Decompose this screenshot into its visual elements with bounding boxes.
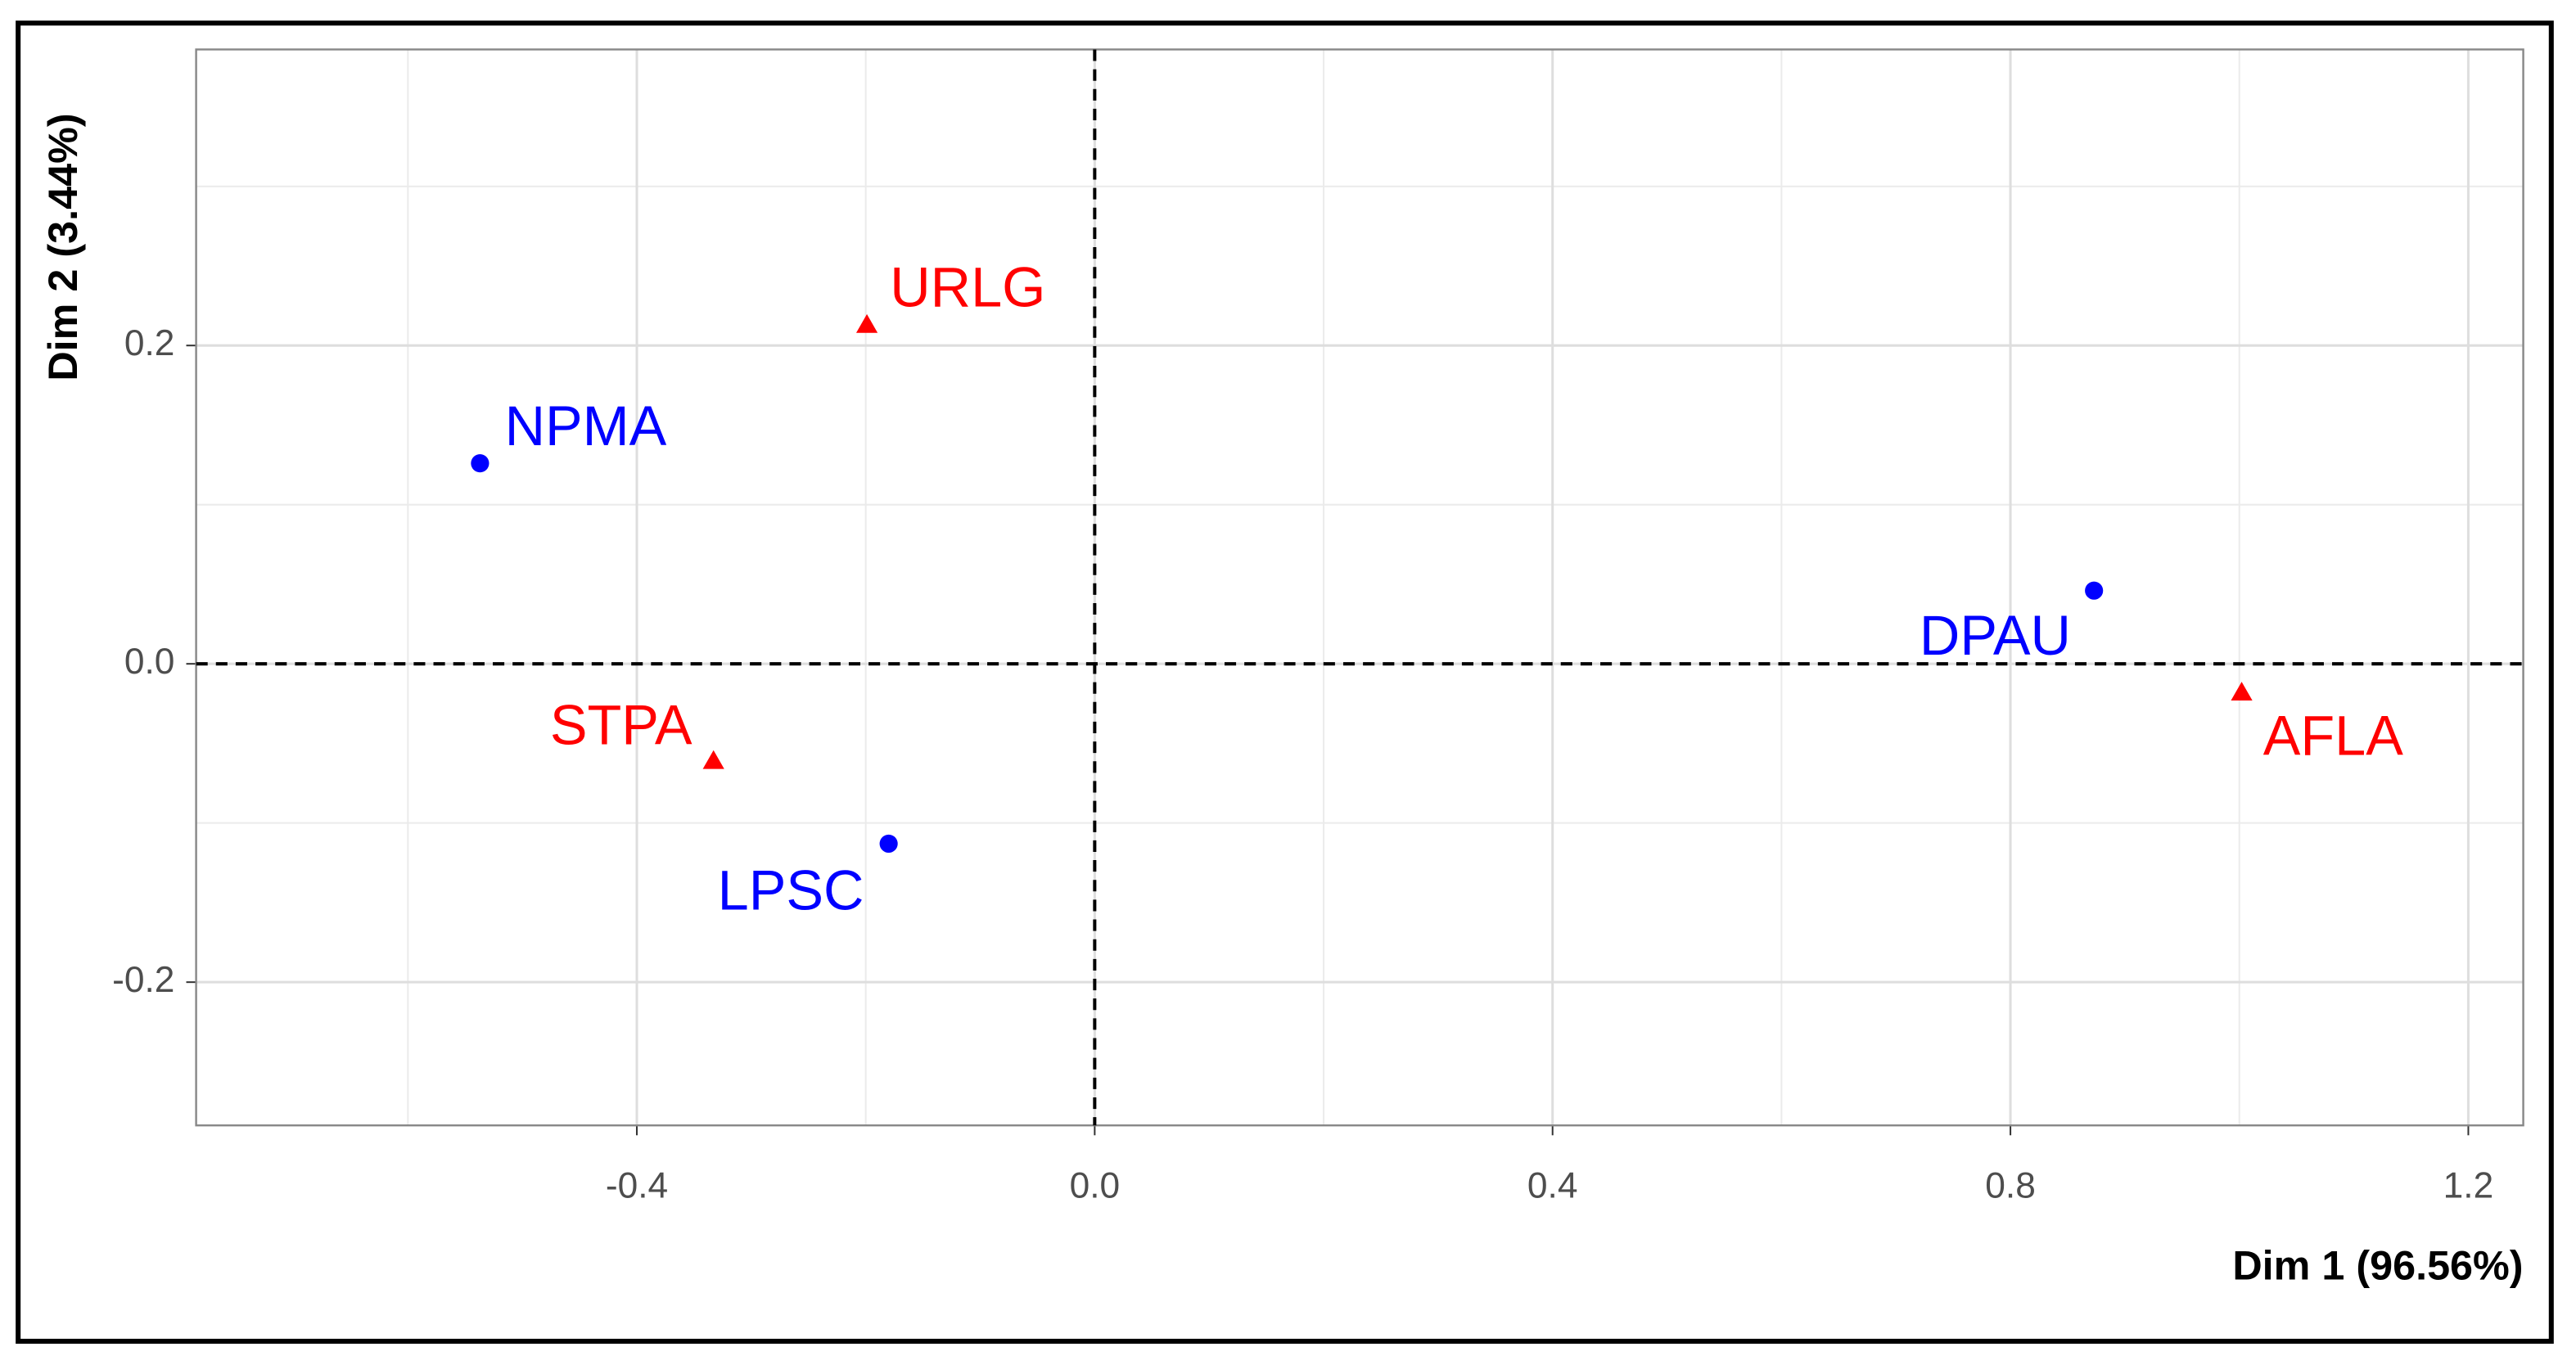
plot-border [195, 48, 2524, 1127]
y-axis-title: Dim 2 (3.44%) [39, 113, 86, 381]
x-tick-label: 0.4 [1527, 1165, 1578, 1205]
point [879, 834, 898, 854]
point-label: AFLA [2263, 705, 2404, 768]
y-tick-label: -0.2 [112, 960, 174, 1000]
point [471, 454, 489, 473]
x-tick-label: 0.8 [1985, 1165, 2036, 1205]
point [702, 750, 724, 769]
plot-background [196, 49, 2524, 1126]
y-tick-label: 0.2 [124, 323, 175, 363]
point [855, 313, 878, 333]
point-label: LPSC [718, 858, 864, 921]
point-label: DPAU [1920, 604, 2071, 667]
x-tick-label: 0.0 [1070, 1165, 1121, 1205]
x-tick-label: -0.4 [606, 1165, 668, 1205]
point [2231, 682, 2253, 701]
point-label: URLG [890, 256, 1045, 319]
x-tick-label: 1.2 [2443, 1165, 2494, 1205]
point-label: STPA [550, 694, 692, 757]
y-tick-label: 0.0 [124, 642, 175, 682]
x-axis-title: Dim 1 (96.56%) [2232, 1242, 2523, 1289]
point [2085, 581, 2104, 600]
point-label: NPMA [505, 394, 667, 457]
